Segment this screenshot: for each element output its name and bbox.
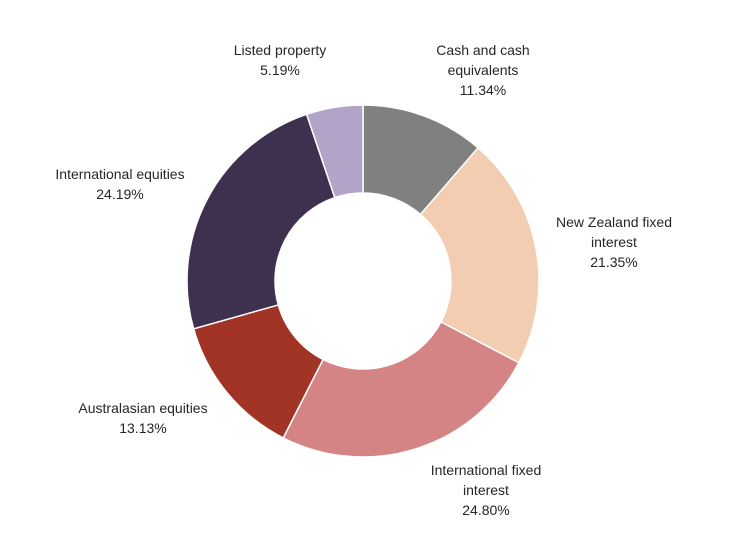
slice-listed-property: [305, 104, 364, 199]
label-intl-fixed-interest: International fixed interest 24.80%: [431, 460, 542, 520]
label-intl-eq-line1: International equities: [55, 166, 185, 182]
label-intl-eq-value: 24.19%: [96, 186, 144, 202]
slice-intl-equities: [186, 113, 336, 330]
label-intl-fixed-line2: interest: [463, 482, 509, 498]
label-listed-value: 5.19%: [260, 62, 300, 78]
label-nz-line1: New Zealand fixed: [556, 214, 672, 230]
slice-nz-fixed-interest: [419, 146, 540, 364]
label-intl-fixed-value: 24.80%: [462, 502, 510, 518]
label-intl-equities: International equities 24.19%: [55, 164, 184, 204]
slice-intl-fixed-interest: [282, 320, 520, 458]
label-listed-line1: Listed property: [233, 42, 327, 58]
label-nz-fixed-interest: New Zealand fixed interest 21.35%: [556, 212, 672, 272]
label-cash-line1: Cash and cash: [436, 42, 530, 58]
label-intl-fixed-line1: International fixed: [430, 462, 542, 478]
label-nz-line2: interest: [591, 234, 637, 250]
label-aus-line1: Australasian equities: [78, 400, 208, 416]
label-nz-value: 21.35%: [590, 254, 638, 270]
label-cash-value: 11.34%: [459, 82, 507, 98]
label-cash-line2: equivalents: [447, 62, 519, 78]
label-aus-value: 13.13%: [119, 420, 167, 436]
label-listed-property: Listed property 5.19%: [234, 40, 327, 80]
label-australasian-equities: Australasian equities 13.13%: [78, 398, 207, 438]
label-cash: Cash and cash equivalents 11.34%: [436, 40, 529, 100]
